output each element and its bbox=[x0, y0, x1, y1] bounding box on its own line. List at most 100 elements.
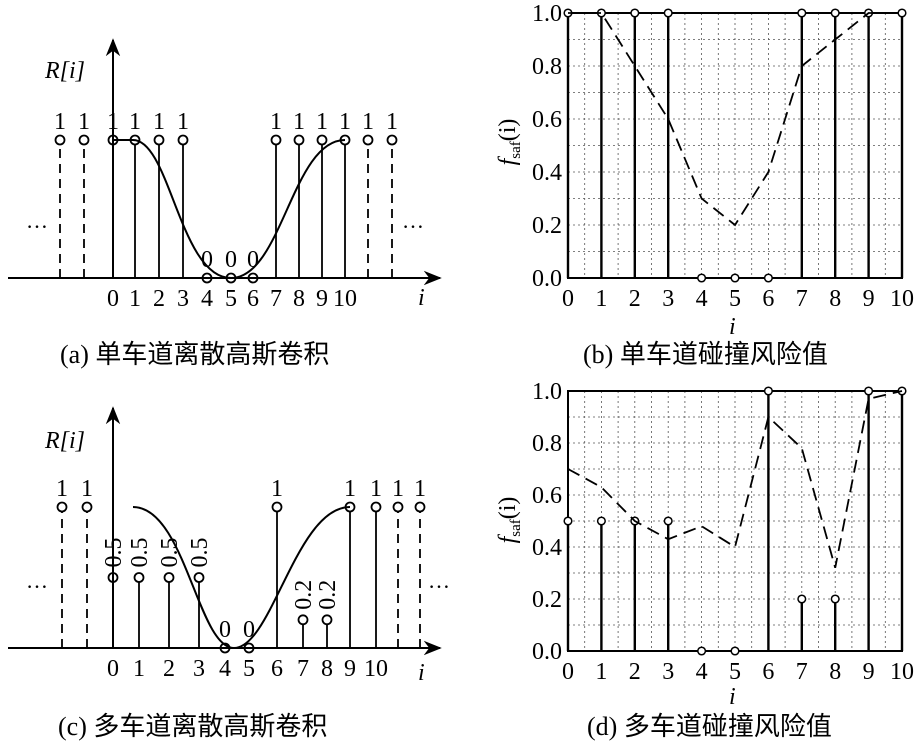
panel-a-dashed-stem-marker bbox=[386, 134, 398, 146]
panel-b-y-tick-label: 0.8 bbox=[532, 54, 562, 80]
panel-d-x-tick-label: 9 bbox=[863, 659, 875, 685]
panel-b-y-tick-label: 0.2 bbox=[532, 213, 562, 239]
panel-c-stem-label: 1 bbox=[271, 476, 283, 502]
panel-d-stem-marker bbox=[730, 646, 740, 656]
panel-b-y-label-sub: saf bbox=[508, 141, 524, 159]
panel-d-x-tick-label: 4 bbox=[696, 659, 708, 685]
panel-c-x-tick-label: 7 bbox=[297, 656, 309, 682]
panel-d-stem-marker bbox=[830, 594, 840, 604]
panel-c-stem-label: 1 bbox=[344, 476, 356, 502]
panel-c-x-tick-label: 0 bbox=[107, 656, 119, 682]
panel-a-dashed-stem-marker bbox=[54, 134, 66, 146]
panel-d-y-tick-label: 0.8 bbox=[532, 431, 562, 457]
panel-a-stems: 111111110001111 bbox=[54, 109, 398, 284]
panel-c-caption: (c) 多车道离散高斯卷积 bbox=[58, 712, 327, 741]
panel-b-grid bbox=[567, 12, 903, 279]
panel-a-x-tick-label: 6 bbox=[247, 286, 259, 312]
panel-a-stem-marker bbox=[316, 134, 328, 146]
panel-a-stem-marker bbox=[293, 134, 305, 146]
panel-a-x-label: i bbox=[418, 285, 425, 311]
panel-a-right-ellipsis: … bbox=[402, 208, 424, 233]
panel-c-x-tick-label: 4 bbox=[219, 656, 231, 682]
panel-c-stem-label: 0 bbox=[219, 617, 231, 643]
panel-b-caption: (b) 单车道碰撞风险值 bbox=[583, 340, 828, 369]
panel-a-x-tick-label: 8 bbox=[293, 286, 305, 312]
panel-c-stem-label: 1 bbox=[370, 476, 382, 502]
panel-c-dashed-stem-marker bbox=[56, 501, 68, 513]
panel-a-dashed-stem-label: 1 bbox=[362, 109, 374, 135]
panel-b-x-tick-label: 6 bbox=[762, 286, 774, 312]
panel-c-stem-marker bbox=[370, 501, 382, 513]
panel-d-y-label-rest: (i) bbox=[495, 497, 521, 520]
panel-a-stem-label: 1 bbox=[177, 109, 189, 135]
panel-a-stem-label: 1 bbox=[339, 109, 351, 135]
panel-b-x-label: i bbox=[729, 314, 736, 340]
panel-c-stem-marker bbox=[321, 614, 333, 626]
panel-b-y-ticks: 0.0 0.2 0.4 0.6 0.8 1.0 bbox=[532, 1, 562, 292]
panel-d-dashed-line bbox=[567, 390, 903, 569]
panel-c-dashed-stem-label: 1 bbox=[56, 476, 68, 502]
panel-b-x-tick-label: 5 bbox=[729, 286, 741, 312]
panel-b-dashed-line bbox=[568, 12, 902, 227]
panel-b-x-tick-label: 0 bbox=[562, 286, 574, 312]
panel-d-y-label: fsaf(i) bbox=[495, 497, 524, 544]
panel-b-y-tick-label: 0.6 bbox=[532, 107, 562, 133]
panel-b-x-tick-label: 9 bbox=[863, 286, 875, 312]
panel-d-x-tick-label: 5 bbox=[729, 659, 741, 685]
panel-c-stem-marker bbox=[193, 572, 205, 583]
panel-b-x-tick-label: 8 bbox=[829, 286, 841, 312]
panel-c-stem-marker bbox=[133, 572, 145, 583]
panel-c-x-tick-label: 5 bbox=[243, 656, 255, 682]
panel-c-y-label: R[i] bbox=[44, 428, 85, 454]
panel-c-dashed-stem-label: 1 bbox=[414, 476, 426, 502]
panel-b-single-lane-risk: 0 1 2 3 4 5 6 7 8 9 10 0.0 0.2 0.4 0.6 0.8 1.0 i fsaf(i… bbox=[495, 1, 914, 369]
panel-a-caption: (a) 单车道离散高斯卷积 bbox=[60, 340, 329, 369]
panel-b-stems bbox=[563, 8, 907, 283]
panel-d-y-tick-label: 1.0 bbox=[532, 379, 562, 405]
panel-d-x-tick-label: 6 bbox=[762, 659, 774, 685]
panel-b-x-tick-label: 4 bbox=[696, 286, 708, 312]
panel-b-stem-marker bbox=[730, 273, 740, 283]
panel-c-x-ticks: 0 1 2 3 4 5 6 7 8 9 10 bbox=[107, 656, 388, 682]
panel-a-y-label: R[i] bbox=[44, 58, 85, 84]
panel-a-stem-marker bbox=[153, 134, 165, 146]
panel-b-x-tick-label: 3 bbox=[662, 286, 674, 312]
panel-a-dashed-stem-label: 1 bbox=[54, 109, 66, 135]
panel-c-dashed-stem-marker bbox=[414, 501, 426, 513]
panel-a-left-ellipsis: … bbox=[26, 208, 48, 233]
panel-c-x-label: i bbox=[418, 660, 425, 686]
panel-a-stem-label: 1 bbox=[293, 109, 305, 135]
panel-a-stem-label: 1 bbox=[153, 109, 165, 135]
panel-c-dashed-stem-marker bbox=[392, 501, 404, 513]
panel-d-stem-marker bbox=[697, 646, 707, 656]
panel-a-stem-label: 0 bbox=[225, 247, 237, 273]
panel-d-y-label-main: f bbox=[495, 533, 521, 543]
panel-a-x-tick-label: 1 bbox=[129, 286, 141, 312]
panel-c-stem-marker bbox=[271, 501, 283, 513]
panel-b-stem-marker bbox=[630, 8, 640, 18]
panel-a-x-tick-label: 10 bbox=[333, 286, 357, 312]
panel-a-x-tick-label: 7 bbox=[270, 286, 282, 312]
panel-d-stem-marker bbox=[763, 386, 773, 396]
panel-a-x-tick-label: 0 bbox=[107, 286, 119, 312]
panel-a-dashed-stem-marker bbox=[78, 134, 90, 146]
panel-c-right-ellipsis: … bbox=[428, 568, 450, 593]
panel-c-stem-label: 0 bbox=[243, 617, 255, 643]
panel-a-single-lane-gaussian: 111111110001111 R[i] i … … 012345678910 … bbox=[8, 38, 442, 369]
panel-b-stem-marker bbox=[797, 8, 807, 18]
panel-d-x-label: i bbox=[729, 684, 736, 710]
panel-d-x-tick-label: 1 bbox=[595, 659, 607, 685]
panel-b-x-tick-label: 10 bbox=[890, 286, 914, 312]
panel-d-y-tick-label: 0.4 bbox=[532, 535, 562, 561]
panel-a-x-tick-label: 5 bbox=[225, 286, 237, 312]
panel-d-x-tick-label: 2 bbox=[629, 659, 641, 685]
panel-b-y-label-main: f bbox=[495, 155, 521, 165]
panel-d-y-tick-label: 0.2 bbox=[532, 587, 562, 613]
panel-d-y-ticks: 0.0 0.2 0.4 0.6 0.8 1.0 bbox=[532, 379, 562, 665]
panel-c-x-tick-label: 10 bbox=[364, 656, 388, 682]
panel-d-y-tick-label: 0.0 bbox=[532, 639, 562, 665]
panel-b-y-label: fsaf(i) bbox=[495, 119, 524, 166]
panel-d-stem-marker bbox=[563, 516, 573, 526]
panel-b-stem-marker bbox=[663, 8, 673, 18]
